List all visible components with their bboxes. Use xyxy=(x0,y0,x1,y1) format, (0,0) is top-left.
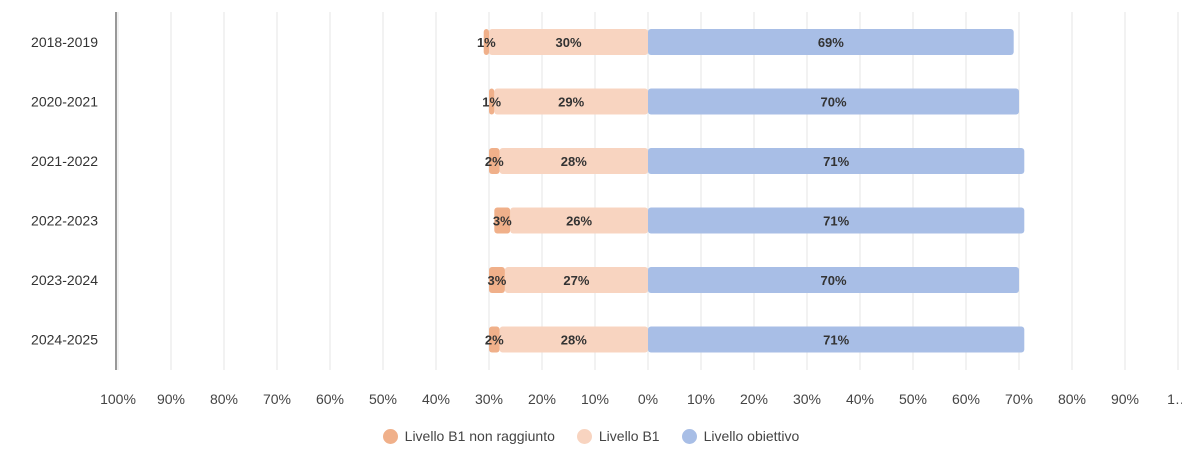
x-tick-label: 10% xyxy=(581,391,609,407)
x-tick-label: 60% xyxy=(952,391,980,407)
data-label: 70% xyxy=(820,95,846,110)
category-label: 2024-2025 xyxy=(31,332,98,348)
bar-segment xyxy=(494,88,648,115)
data-label: 28% xyxy=(561,333,587,348)
data-label: 1% xyxy=(477,35,496,50)
bar-segment xyxy=(648,207,1025,234)
bar-segment xyxy=(648,29,1014,55)
x-tick-label: 70% xyxy=(263,391,291,407)
bar-segment xyxy=(648,267,1019,293)
x-tick-label: 30% xyxy=(793,391,821,407)
data-label: 29% xyxy=(558,95,584,110)
x-tick-label: 100% xyxy=(100,391,136,407)
x-tick-label: 30% xyxy=(475,391,503,407)
x-tick-label: 40% xyxy=(846,391,874,407)
data-label: 26% xyxy=(566,214,592,229)
data-label: 71% xyxy=(823,333,849,348)
x-tick-label: 20% xyxy=(740,391,768,407)
legend-swatch xyxy=(681,428,697,444)
legend-item-b1-non-raggiunto[interactable]: Livello B1 non raggiunto xyxy=(382,428,555,444)
x-tick-label: 50% xyxy=(369,391,397,407)
legend-label: Livello B1 xyxy=(598,428,660,444)
legend-swatch xyxy=(382,428,398,444)
x-tick-label: 90% xyxy=(157,391,185,407)
bar-segment xyxy=(510,207,648,234)
data-label: 30% xyxy=(555,35,581,50)
bar-segment xyxy=(648,148,1025,174)
legend-label: Livello B1 non raggiunto xyxy=(404,428,555,444)
bar-segment xyxy=(504,267,648,293)
bar-segment xyxy=(499,326,648,353)
bar-segment xyxy=(648,88,1019,115)
data-label: 2% xyxy=(485,333,504,348)
legend-label: Livello obiettivo xyxy=(703,428,800,444)
x-tick-label: 80% xyxy=(1058,391,1086,407)
data-label: 71% xyxy=(823,154,849,169)
x-tick-label: 70% xyxy=(1005,391,1033,407)
legend-item-livello-obiettivo[interactable]: Livello obiettivo xyxy=(681,428,800,444)
data-label: 2% xyxy=(485,154,504,169)
data-label: 27% xyxy=(563,273,589,288)
data-label: 71% xyxy=(823,214,849,229)
bar-segment xyxy=(489,88,495,115)
bar-segment xyxy=(483,29,489,55)
x-tick-label: 0% xyxy=(638,391,658,407)
x-tick-label: 90% xyxy=(1111,391,1139,407)
bar-segment xyxy=(489,29,648,55)
category-label: 2021-2022 xyxy=(31,153,98,169)
bar-segment xyxy=(489,148,500,174)
category-label: 2022-2023 xyxy=(31,213,98,229)
legend: Livello B1 non raggiunto Livello B1 Live… xyxy=(0,428,1182,444)
bar-segment xyxy=(494,207,511,234)
bar-segment xyxy=(489,267,505,293)
x-tick-label: 80% xyxy=(210,391,238,407)
x-tick-label: 1… xyxy=(1167,391,1182,407)
x-tick-label: 60% xyxy=(316,391,344,407)
x-tick-label: 40% xyxy=(422,391,450,407)
bar-segment xyxy=(648,326,1025,353)
data-label: 70% xyxy=(820,273,846,288)
legend-swatch xyxy=(576,428,592,444)
legend-item-b1[interactable]: Livello B1 xyxy=(576,428,660,444)
x-tick-label: 10% xyxy=(687,391,715,407)
bar-segment xyxy=(489,326,500,353)
bar-segment xyxy=(499,148,648,174)
x-tick-label: 50% xyxy=(899,391,927,407)
data-label: 28% xyxy=(561,154,587,169)
category-label: 2018-2019 xyxy=(31,34,98,50)
data-label: 69% xyxy=(818,35,844,50)
category-label: 2023-2024 xyxy=(31,272,98,288)
x-tick-label: 20% xyxy=(528,391,556,407)
data-label: 3% xyxy=(488,273,507,288)
category-label: 2020-2021 xyxy=(31,94,98,110)
chart-canvas: 100% 90% 80% 70% 60% 50% 40% 30% 20% 10% 0% 10% 20% 3… xyxy=(31,12,1182,407)
data-label: 3% xyxy=(493,214,512,229)
data-label: 1% xyxy=(482,95,501,110)
